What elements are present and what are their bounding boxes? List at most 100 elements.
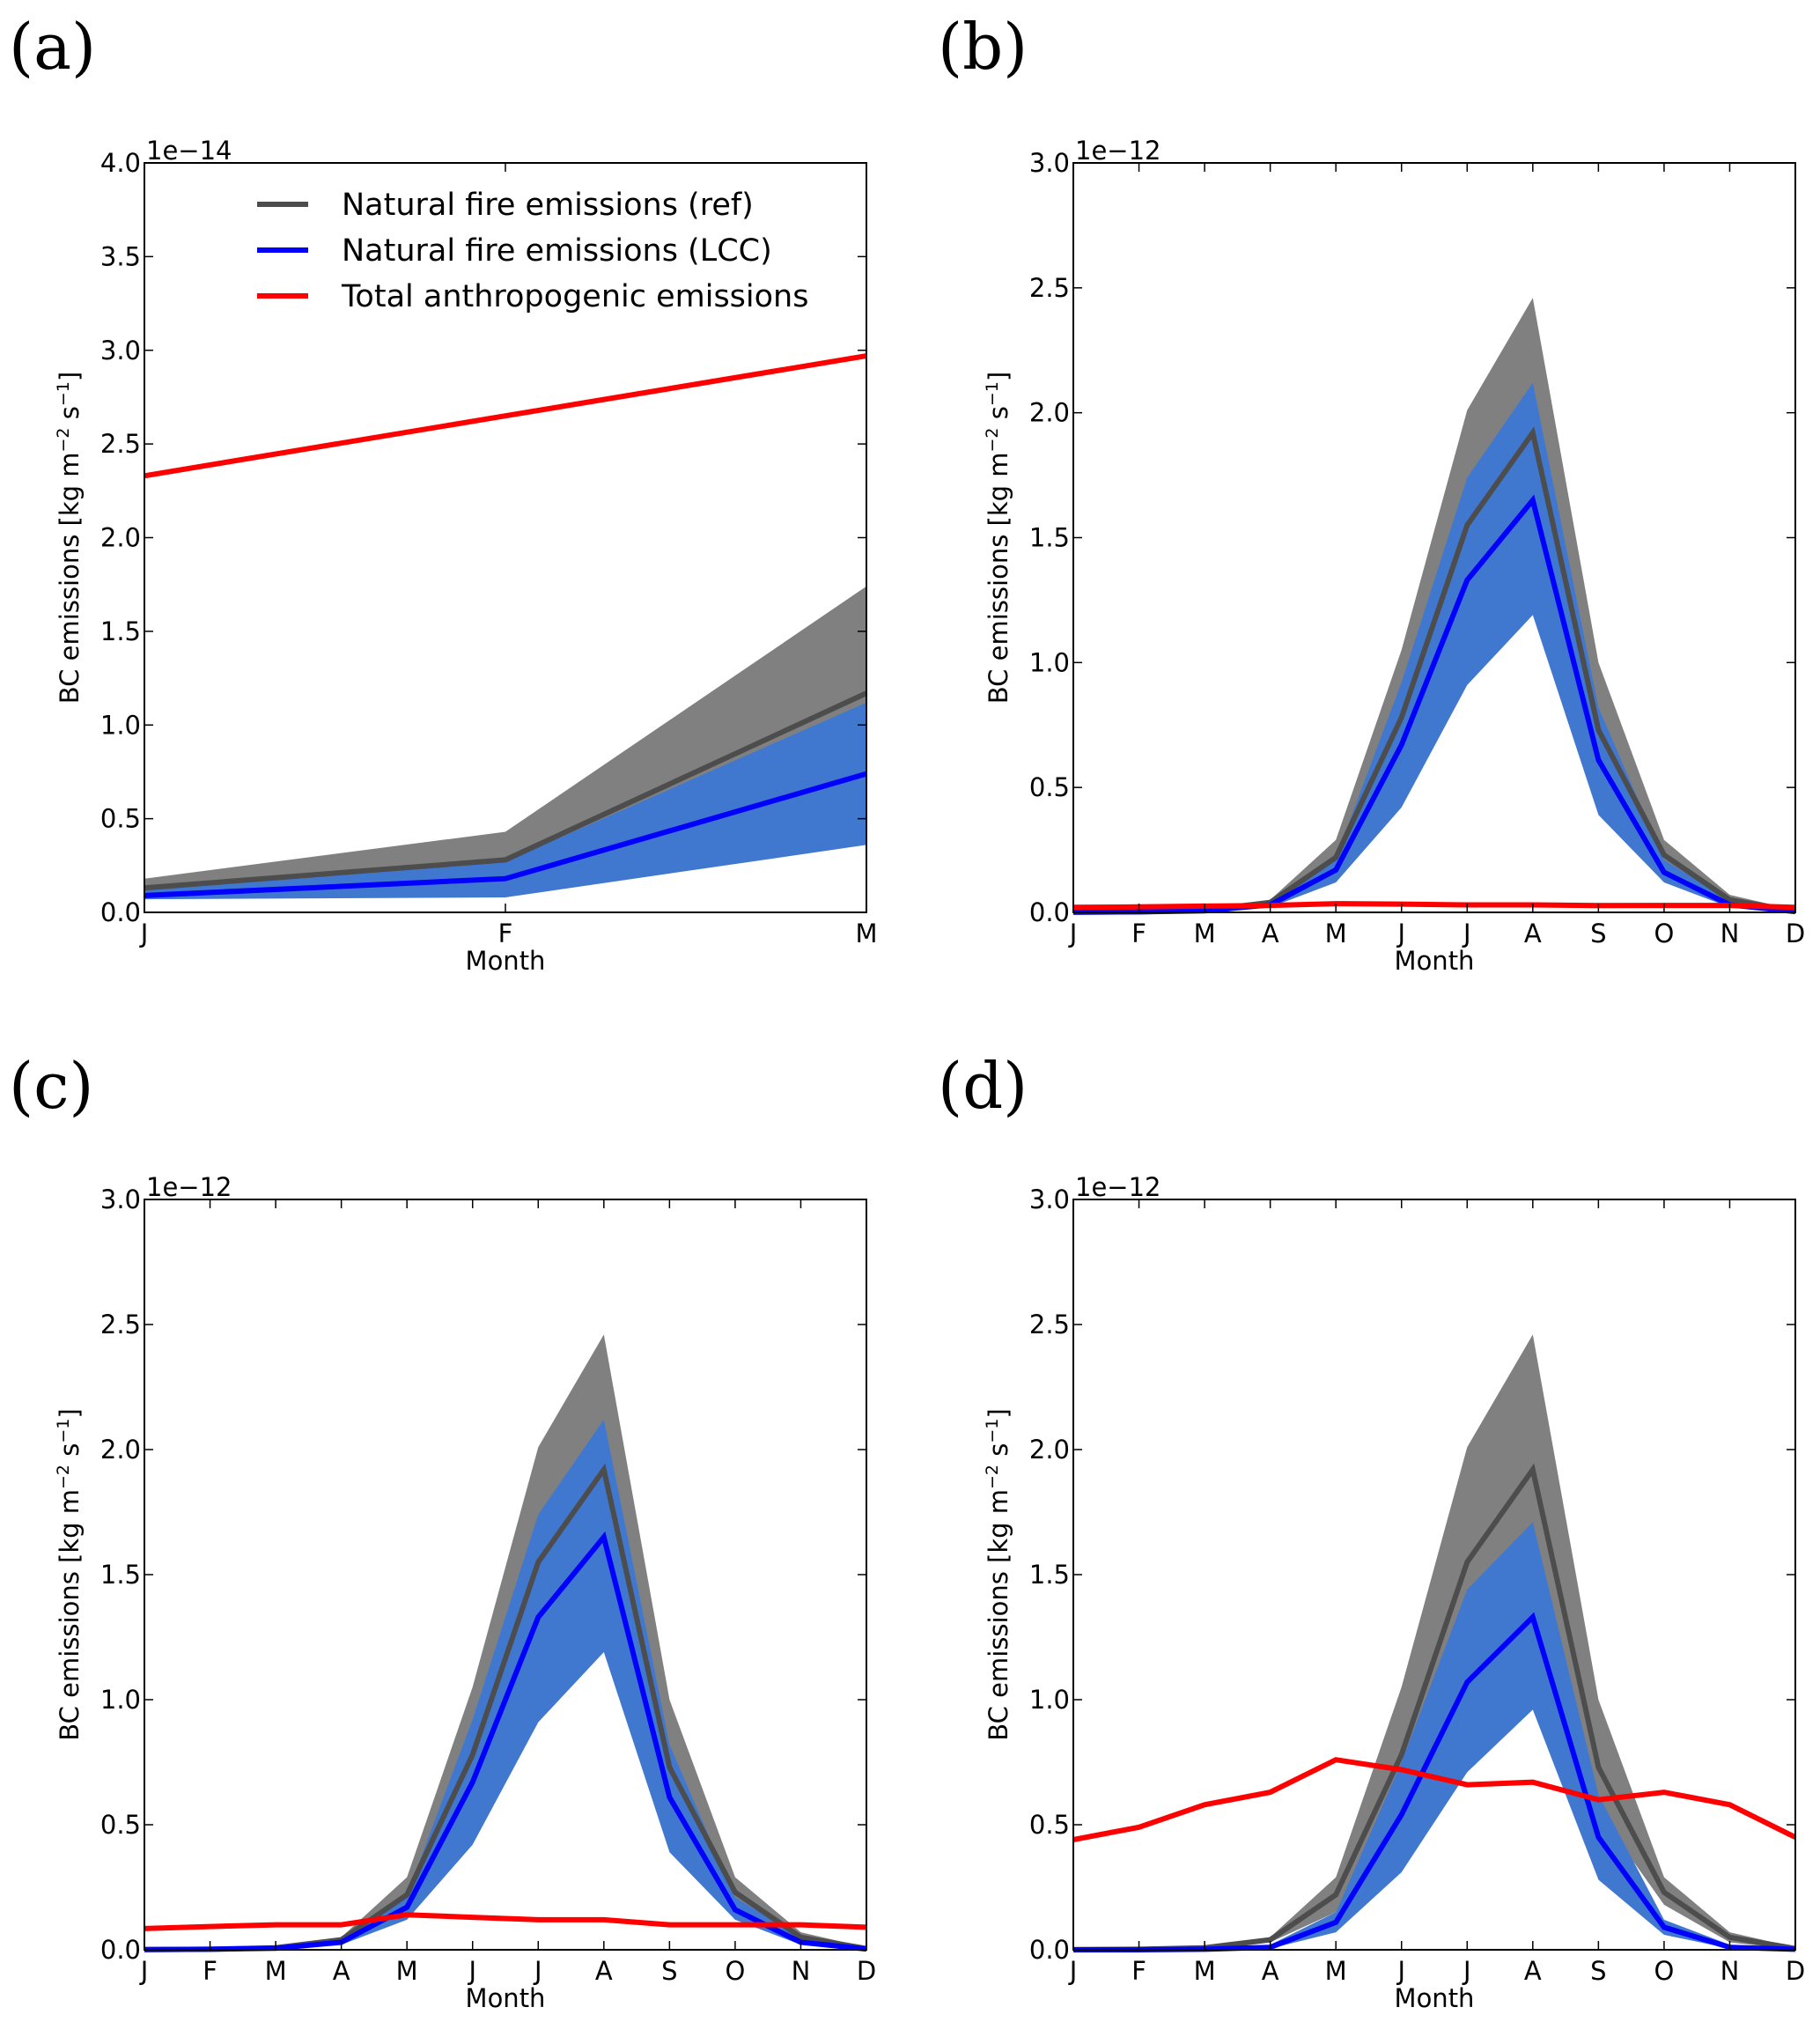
x-tick-label: D — [1786, 919, 1805, 948]
chart-panel-b: 0.0 0.5 1.0 1.5 2.0 2.5 3.0 J F M A M J J A S O N D 1e−12 Mo… — [983, 136, 1805, 976]
series-line-lcc — [144, 771, 867, 898]
band-lcc-range — [144, 702, 866, 900]
x-tick-label: F — [1131, 1956, 1146, 1986]
y-tick-label: 1.5 — [1029, 523, 1070, 553]
band-ref-range — [144, 586, 866, 894]
x-tick-label: N — [1721, 919, 1740, 948]
y-tick-label: 0.0 — [1029, 897, 1070, 927]
x-tick-label: A — [1524, 919, 1542, 948]
y-tick-label: 2.5 — [100, 1310, 141, 1339]
chart-panel-d: 0.0 0.5 1.0 1.5 2.0 2.5 3.0 J F M A M J J A S O N D 1e−12 Mo… — [983, 1172, 1805, 2013]
x-tick-label: A — [1262, 1956, 1279, 1986]
legend-label: Natural fire emissions (LCC) — [342, 233, 772, 269]
legend-label: Natural fire emissions (ref) — [342, 188, 754, 223]
x-tick-label: M — [1194, 1956, 1216, 1986]
series-line-anthropogenic — [1072, 901, 1796, 911]
y-tick-label: 2.0 — [1029, 398, 1070, 428]
y-tick-label: 0.5 — [100, 1810, 141, 1840]
y-tick-label: 0.5 — [1029, 1810, 1070, 1840]
y-tick-label: 2.5 — [1029, 273, 1070, 303]
y-axis-label-pre: BC emissions [kg m — [55, 1489, 85, 1741]
band-lcc-range — [144, 1419, 866, 1950]
x-tick-label: M — [1194, 919, 1216, 948]
y-tick-label: 3.0 — [1029, 148, 1070, 178]
series-line-anthropogenic — [144, 353, 867, 479]
x-tick-label: J — [1462, 1956, 1471, 1986]
x-axis-label: Month — [466, 1983, 546, 2013]
y-tick-label: 1.5 — [100, 616, 141, 646]
y-tick-label: 1.0 — [100, 710, 141, 740]
x-tick-label: M — [1325, 1956, 1347, 1986]
y-offset-text: 1e−14 — [146, 136, 232, 166]
band-lcc-range — [1073, 1522, 1795, 1950]
y-tick-label: 2.0 — [100, 1435, 141, 1465]
x-tick-label: J — [1396, 1956, 1405, 1986]
series-line-anthropogenic — [144, 1912, 867, 1931]
x-tick-label: O — [1654, 919, 1674, 948]
y-tick-label: 0.0 — [100, 1935, 141, 1965]
y-tick-label: 0.0 — [100, 897, 141, 927]
series-line-anthropogenic — [1072, 1757, 1797, 1842]
y-axis-label: BC emissions [kg m−2 s−1] — [54, 372, 85, 704]
x-tick-label: J — [139, 1956, 149, 1986]
x-tick-label: A — [1262, 919, 1279, 948]
y-tick-label: 1.0 — [1029, 647, 1070, 677]
x-tick-label: J — [467, 1956, 476, 1986]
band-lcc-range — [1073, 382, 1795, 913]
y-axis-label-sup1: −2 — [983, 427, 1002, 452]
y-axis-label-pre: BC emissions [kg m — [984, 1489, 1013, 1741]
x-tick-label: F — [498, 919, 513, 948]
x-tick-label: D — [857, 1956, 876, 1986]
legend-label: Total anthropogenic emissions — [341, 279, 808, 314]
x-tick-label: N — [792, 1956, 811, 1986]
legend: Natural fire emissions (ref) Natural fire… — [257, 188, 808, 314]
series-line-ref — [144, 690, 868, 891]
x-tick-label: J — [533, 1956, 542, 1986]
y-axis-label-post: ] — [55, 1408, 85, 1418]
y-tick-label: 3.0 — [100, 1184, 141, 1214]
x-tick-label: J — [1068, 1956, 1078, 1986]
panel-label-a: (a) — [9, 10, 96, 84]
y-tick-label: 1.5 — [1029, 1560, 1070, 1590]
x-tick-label: A — [333, 1956, 350, 1986]
y-tick-label: 3.0 — [1029, 1184, 1070, 1214]
y-axis-label-mid: s — [55, 406, 85, 427]
x-axis-label: Month — [466, 946, 546, 976]
x-tick-label: S — [1590, 919, 1606, 948]
y-axis-label-pre: BC emissions [kg m — [55, 452, 85, 704]
x-tick-label: O — [1654, 1956, 1674, 1986]
panel-label-b: (b) — [938, 10, 1028, 84]
x-tick-label: J — [139, 919, 149, 948]
y-axis-label-post: ] — [984, 372, 1013, 381]
y-axis-label-post: ] — [55, 372, 85, 381]
y-axis-label-sup1: −2 — [54, 1465, 73, 1489]
y-tick-label: 2.0 — [100, 523, 141, 553]
panel-label-c: (c) — [9, 1049, 94, 1123]
x-axis-label: Month — [1395, 1983, 1475, 2013]
x-tick-label: O — [725, 1956, 745, 1986]
y-axis-label-sup2: −1 — [54, 1419, 73, 1443]
y-tick-label: 0.5 — [1029, 772, 1070, 802]
band-ref-range — [1073, 1334, 1795, 1950]
x-tick-label: S — [1590, 1956, 1606, 1986]
y-tick-label: 2.5 — [1029, 1310, 1070, 1339]
x-tick-label: F — [203, 1956, 217, 1986]
y-offset-text: 1e−12 — [1075, 1172, 1161, 1202]
x-tick-label: M — [1325, 919, 1347, 948]
y-axis-label-pre: BC emissions [kg m — [984, 452, 1013, 704]
y-tick-label: 2.0 — [1029, 1435, 1070, 1465]
y-axis-label-sup1: −2 — [983, 1465, 1002, 1489]
y-axis-label-sup2: −1 — [983, 381, 1002, 406]
y-axis-label: BC emissions [kg m−2 s−1] — [983, 1408, 1013, 1740]
y-axis-label-sup2: −1 — [54, 381, 73, 406]
y-tick-label: 0.0 — [1029, 1935, 1070, 1965]
y-tick-label: 1.0 — [1029, 1685, 1070, 1715]
chart-panel-c: 0.0 0.5 1.0 1.5 2.0 2.5 3.0 J F M A M J J A S O N D 1e−12 Mo… — [54, 1172, 876, 2013]
x-tick-label: J — [1068, 919, 1078, 948]
y-axis-label: BC emissions [kg m−2 s−1] — [54, 1408, 85, 1740]
x-tick-label: M — [855, 919, 877, 948]
y-offset-text: 1e−12 — [146, 1172, 232, 1202]
y-tick-label: 2.5 — [100, 429, 141, 459]
x-tick-label: J — [1396, 919, 1405, 948]
